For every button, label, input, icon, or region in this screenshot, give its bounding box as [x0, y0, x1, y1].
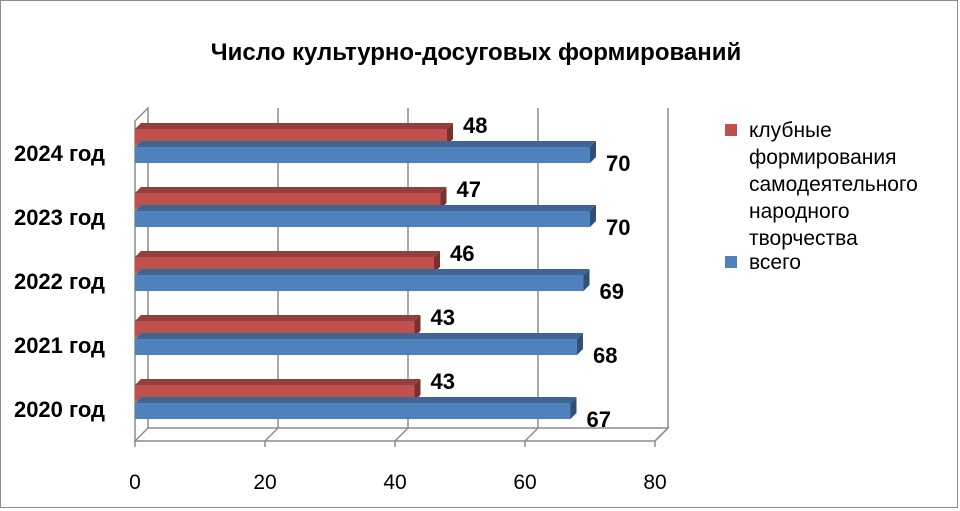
- data-label-clubs: 43: [431, 369, 455, 394]
- bar-top-face: [135, 333, 583, 339]
- y-tick-label: 2021 год: [14, 333, 105, 358]
- bar-front-face: [135, 275, 584, 291]
- data-label-total: 70: [606, 215, 630, 240]
- legend-label-total: всего: [749, 251, 801, 274]
- data-label-total: 70: [606, 151, 630, 176]
- x-tick-label: 80: [643, 471, 666, 494]
- bar-front-face: [135, 403, 571, 419]
- legend-item-total: всего: [725, 249, 960, 276]
- bar-front-face: [135, 339, 577, 355]
- bar-end-face: [434, 251, 440, 273]
- data-label-clubs: 48: [463, 113, 487, 138]
- data-label-clubs: 46: [450, 241, 474, 266]
- y-tick-label: 2022 год: [14, 269, 105, 294]
- bar-total-2023-год: [135, 205, 596, 227]
- data-label-total: 69: [600, 279, 624, 304]
- bar-top-face: [135, 205, 596, 211]
- data-label-total: 68: [593, 343, 617, 368]
- gridline-depth-20: [264, 427, 279, 442]
- legend: клубные формирования самодеятельного нар…: [725, 117, 960, 276]
- bar-total-2022-год: [135, 269, 590, 291]
- bar-top-face: [135, 379, 421, 385]
- bar-total-2021-год: [135, 333, 583, 355]
- bar-end-face: [570, 397, 577, 419]
- bar-top-face: [135, 123, 453, 129]
- bar-top-face: [135, 141, 596, 147]
- bar-end-face: [590, 205, 596, 227]
- legend-label-clubs: клубные формирования самодеятельного нар…: [749, 119, 918, 250]
- gridline-depth-60: [524, 427, 539, 442]
- x-tick-label: 20: [253, 471, 276, 494]
- y-tick-label: 2020 год: [14, 397, 105, 422]
- bar-end-face: [414, 315, 421, 337]
- bar-front-face: [135, 211, 590, 227]
- bar-end-face: [577, 333, 583, 355]
- gridline-depth-80: [654, 427, 669, 442]
- bar-top-face: [135, 187, 447, 193]
- chart-title: Число культурно-досуговых формирований: [210, 39, 742, 66]
- y-tick-label: 2023 год: [14, 205, 105, 230]
- bar-top-face: [135, 315, 421, 321]
- data-label-clubs: 43: [431, 305, 455, 330]
- data-label-clubs: 47: [457, 177, 481, 202]
- bar-top-face: [135, 251, 440, 257]
- legend-item-clubs: клубные формирования самодеятельного нар…: [725, 117, 960, 252]
- bar-end-face: [447, 123, 453, 145]
- bar-end-face: [583, 269, 590, 291]
- x-tick-label: 0: [129, 471, 141, 494]
- bar-end-face: [414, 379, 421, 401]
- bar-top-face: [135, 269, 590, 275]
- x-tick-label: 60: [513, 471, 536, 494]
- bar-total-2024-год: [135, 141, 596, 163]
- y-tick-label: 2024 год: [14, 141, 105, 166]
- data-label-total: 67: [587, 407, 611, 432]
- bar-end-face: [590, 141, 596, 163]
- legend-swatch-total: [725, 256, 737, 268]
- bar-total-2020-год: [135, 397, 577, 419]
- legend-swatch-clubs: [725, 124, 737, 136]
- x-tick-label: 40: [383, 471, 406, 494]
- bar-end-face: [440, 187, 447, 209]
- bar-front-face: [135, 147, 590, 163]
- bar-top-face: [135, 397, 577, 403]
- gridline-depth-40: [394, 427, 409, 442]
